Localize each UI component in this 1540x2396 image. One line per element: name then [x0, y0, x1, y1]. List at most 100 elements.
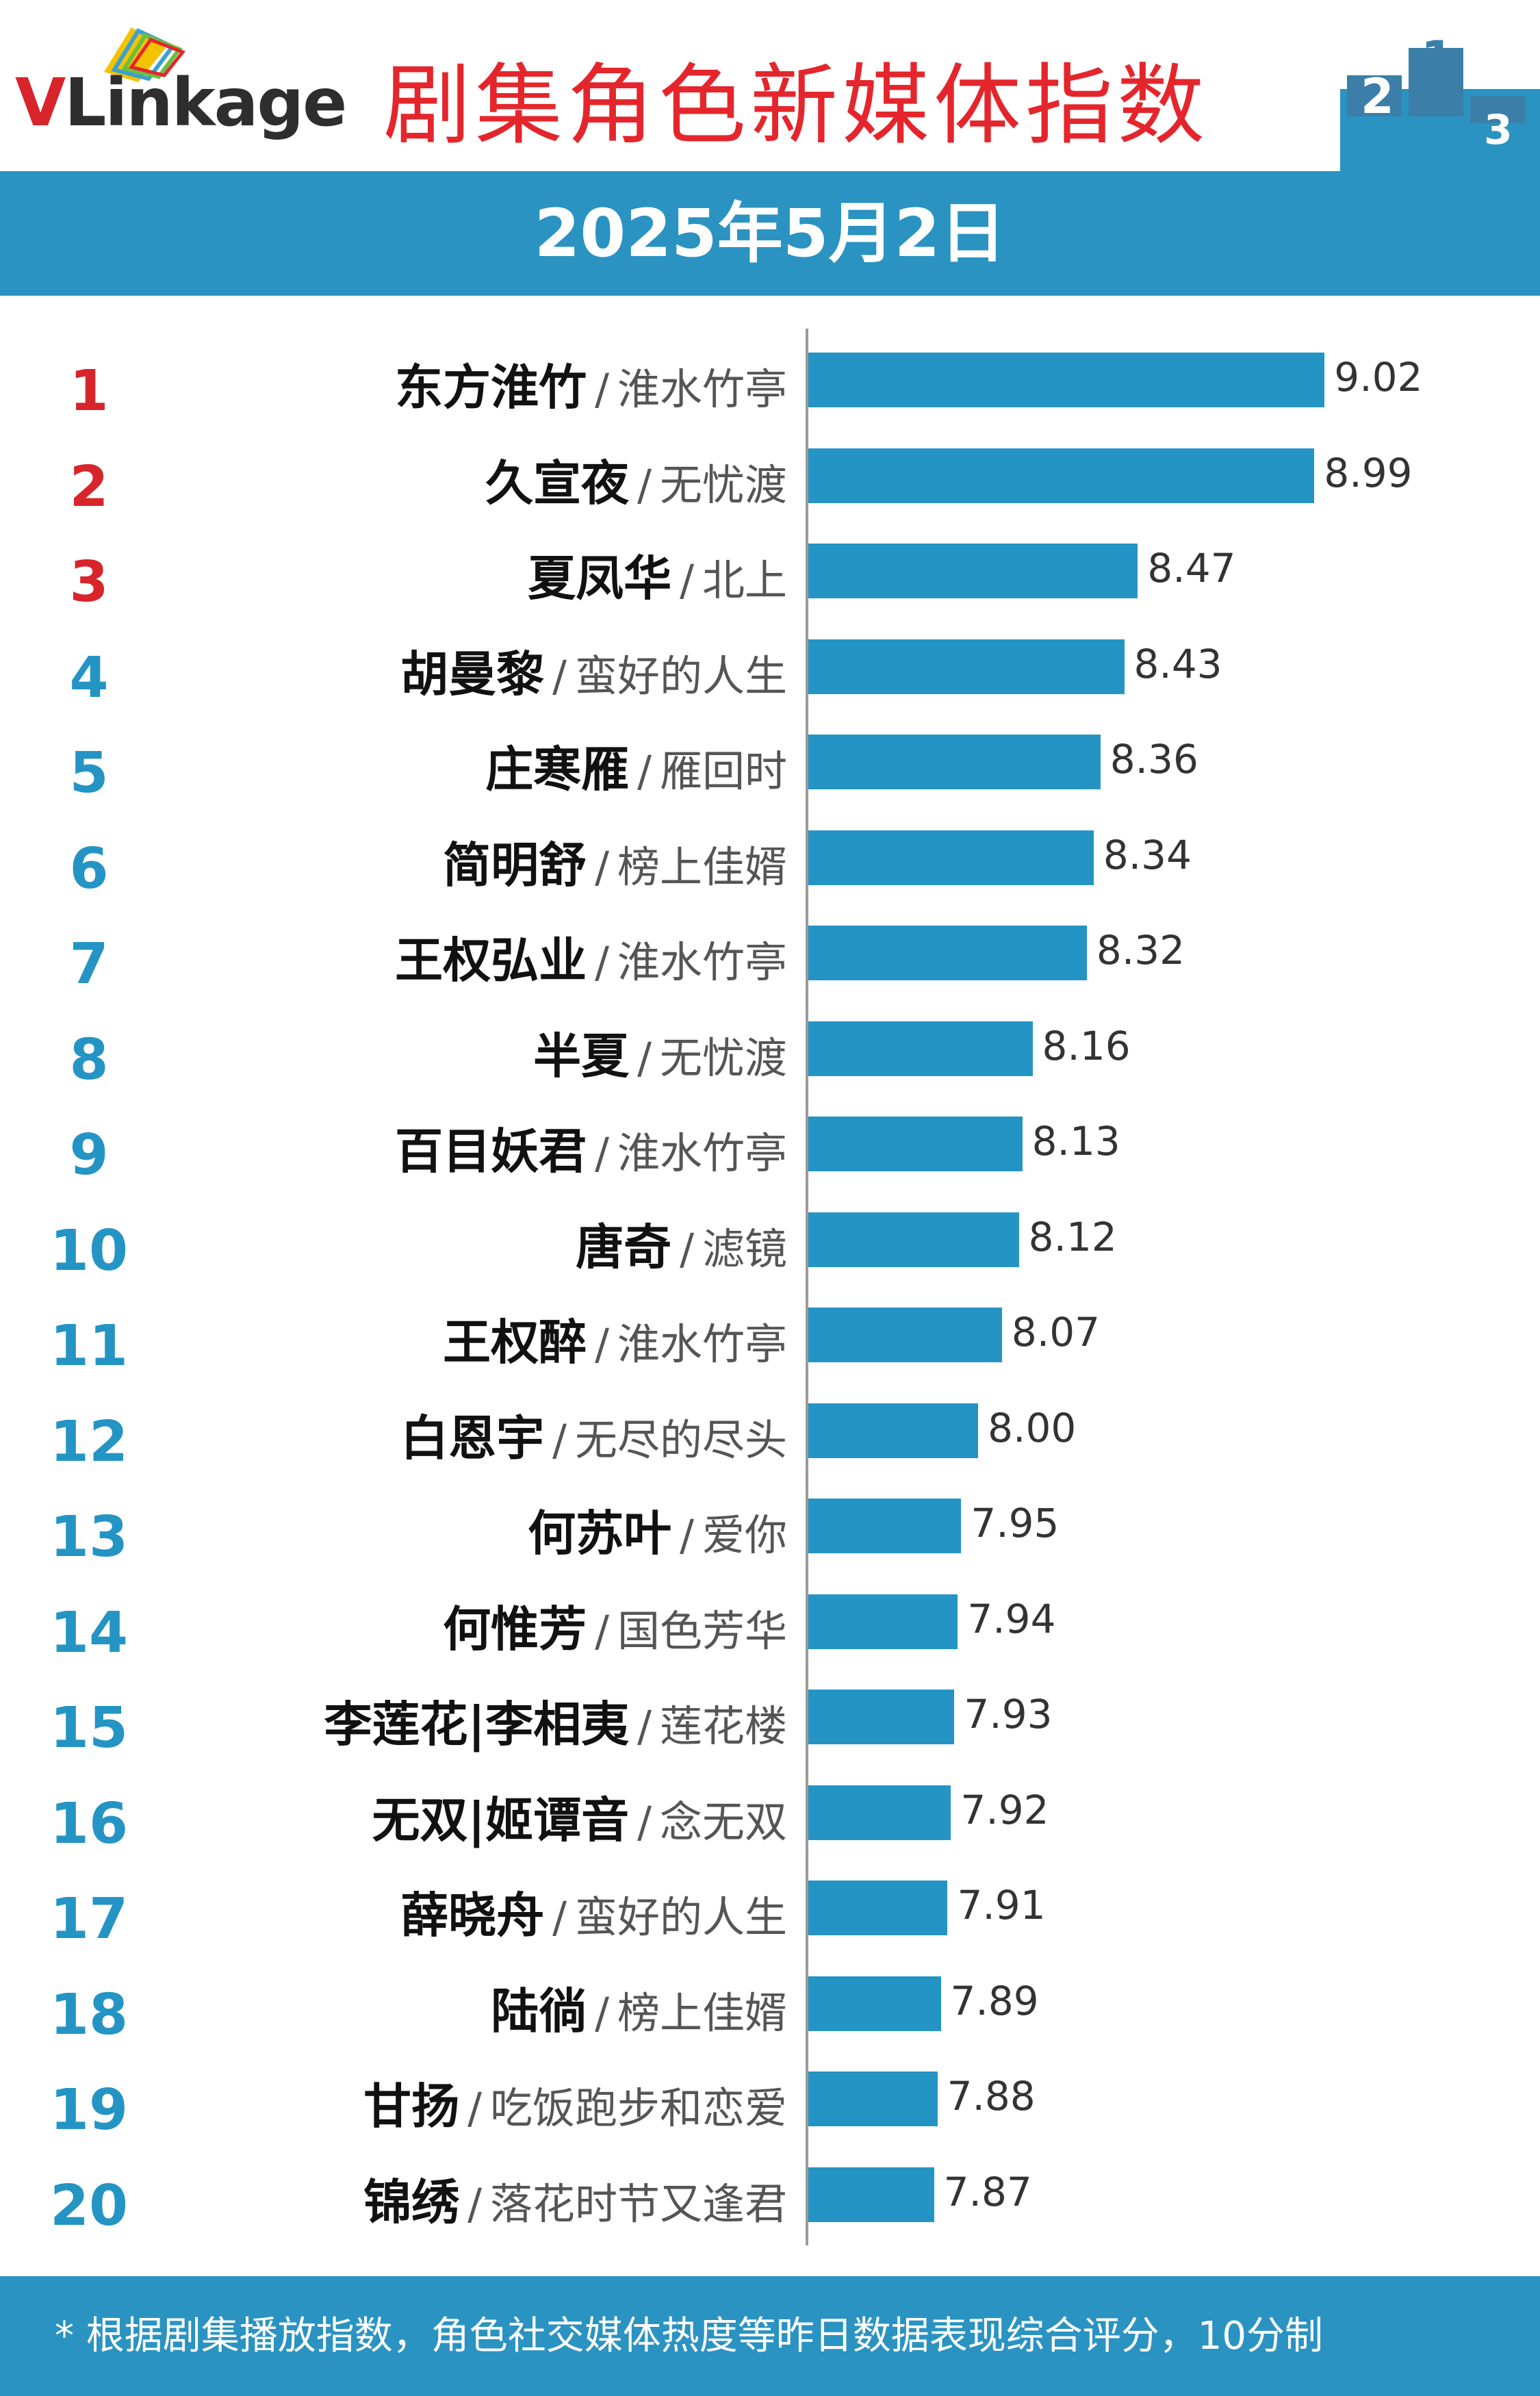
rank-number: 4: [69, 645, 109, 711]
row-label: 胡曼黎 / 蛮好的人生: [400, 636, 787, 705]
rank-number: 9: [69, 1123, 109, 1188]
report-date: 2025年5月2日: [534, 195, 1006, 272]
character-name: 半夏: [533, 1028, 630, 1084]
rank-number: 6: [69, 836, 109, 902]
score-value: 8.00: [988, 1404, 1077, 1451]
score-value: 8.13: [1031, 1118, 1120, 1164]
chart-axis-line: [806, 329, 808, 2245]
character-name: 甘扬: [363, 2078, 460, 2134]
show-title: 蛮好的人生: [574, 1892, 787, 1942]
label-separator: /: [680, 1510, 694, 1560]
row-label: 甘扬 / 吃饭跑步和恋爱: [363, 2068, 787, 2137]
rank-number: 2: [69, 454, 109, 520]
label-separator: /: [595, 364, 609, 414]
label-separator: /: [595, 1987, 609, 2038]
label-separator: /: [680, 1223, 694, 1274]
character-name: 白恩宇: [400, 1410, 545, 1466]
label-separator: /: [680, 555, 694, 605]
score-bar: [808, 926, 1087, 980]
score-bar: [808, 639, 1125, 694]
page-title: 剧集角色新媒体指数: [383, 55, 1209, 157]
score-bar: [808, 1976, 941, 2031]
rank-number: 20: [49, 2173, 129, 2239]
rank-number: 16: [49, 1791, 129, 1857]
character-name: 王权醉: [443, 1314, 587, 1371]
score-value: 7.87: [943, 2168, 1032, 2215]
row-label: 薛晓舟 / 蛮好的人生: [400, 1877, 787, 1946]
score-bar: [808, 2072, 938, 2126]
row-label: 庄寒雁 / 雁回时: [485, 731, 787, 800]
score-value: 7.95: [971, 1500, 1060, 1546]
score-value: 8.12: [1028, 1213, 1117, 1260]
row-label: 简明舒 / 榜上佳婿: [443, 827, 787, 896]
label-separator: /: [595, 1319, 609, 1369]
score-bar: [808, 1881, 948, 1935]
rank-number: 10: [49, 1218, 129, 1284]
character-name: 夏凤华: [528, 550, 672, 607]
score-value: 9.02: [1334, 354, 1423, 400]
row-label: 无双|姬谭音 / 念无双: [372, 1782, 787, 1851]
character-name: 庄寒雁: [485, 741, 630, 798]
show-title: 雁回时: [659, 746, 787, 796]
score-bar: [808, 353, 1325, 407]
podium-digit-2: 2: [1361, 68, 1394, 125]
row-label: 王权弘业 / 淮水竹亭: [395, 922, 787, 991]
character-name: 东方淮竹: [395, 359, 587, 416]
row-label: 陆徜 / 榜上佳婿: [491, 1973, 787, 2042]
show-title: 吃饭跑步和恋爱: [489, 2083, 787, 2133]
row-label: 久宣夜 / 无忧渡: [485, 445, 787, 514]
row-label: 李莲花|李相夷 / 莲花楼: [324, 1686, 787, 1755]
character-name: 薛晓舟: [400, 1887, 545, 1943]
logo-cards-icon: [104, 27, 186, 82]
score-bar: [808, 735, 1101, 789]
label-separator: /: [552, 650, 567, 701]
score-value: 7.92: [960, 1786, 1049, 1833]
score-value: 8.34: [1103, 831, 1192, 878]
score-bar: [808, 1403, 979, 1458]
score-bar: [808, 1690, 955, 1744]
rank-number: 7: [69, 932, 109, 997]
score-value: 8.36: [1109, 736, 1198, 782]
label-separator: /: [552, 1892, 567, 1942]
show-title: 无尽的尽头: [574, 1414, 787, 1465]
show-title: 蛮好的人生: [574, 650, 787, 701]
rank-number: 3: [69, 550, 109, 615]
character-name: 王权弘业: [395, 932, 587, 989]
label-separator: /: [637, 459, 652, 510]
show-title: 无忧渡: [659, 1032, 787, 1083]
rank-number: 18: [49, 1982, 129, 2048]
score-value: 7.94: [967, 1595, 1056, 1642]
label-separator: /: [637, 746, 652, 796]
show-title: 榜上佳婿: [617, 1987, 787, 2038]
rank-number: 1: [69, 359, 109, 424]
score-value: 7.91: [957, 1882, 1046, 1928]
label-separator: /: [637, 1701, 652, 1751]
rank-number: 15: [49, 1696, 129, 1761]
footer-banner: * 根据剧集播放指数，角色社交媒体热度等昨日数据表现综合评分，10分制: [0, 2276, 1540, 2396]
show-title: 国色芳华: [617, 1605, 787, 1656]
row-label: 锦绣 / 落花时节又逢君: [363, 2164, 787, 2233]
score-value: 8.16: [1042, 1022, 1131, 1069]
logo-linkage: Linkage: [64, 64, 347, 141]
score-value: 8.07: [1011, 1309, 1100, 1355]
label-separator: /: [467, 2083, 482, 2133]
show-title: 滤镜: [702, 1223, 787, 1274]
label-separator: /: [595, 1128, 609, 1178]
character-name: 胡曼黎: [400, 646, 545, 702]
label-separator: /: [467, 2178, 482, 2229]
label-separator: /: [595, 937, 609, 987]
show-title: 淮水竹亭: [617, 1128, 787, 1178]
show-title: 念无双: [659, 1796, 787, 1847]
character-name: 李莲花|李相夷: [324, 1696, 630, 1753]
date-banner: 2025年5月2日: [0, 171, 1540, 296]
score-bar: [808, 830, 1094, 885]
row-label: 何惟芳 / 国色芳华: [443, 1591, 787, 1660]
score-bar: [808, 1785, 951, 1840]
rank-number: 13: [49, 1505, 129, 1570]
show-title: 莲花楼: [659, 1701, 787, 1751]
score-bar: [808, 1499, 962, 1553]
show-title: 北上: [702, 555, 787, 605]
row-label: 东方淮竹 / 淮水竹亭: [395, 349, 787, 418]
rank-number: 17: [49, 1887, 129, 1952]
score-value: 8.99: [1324, 449, 1413, 496]
